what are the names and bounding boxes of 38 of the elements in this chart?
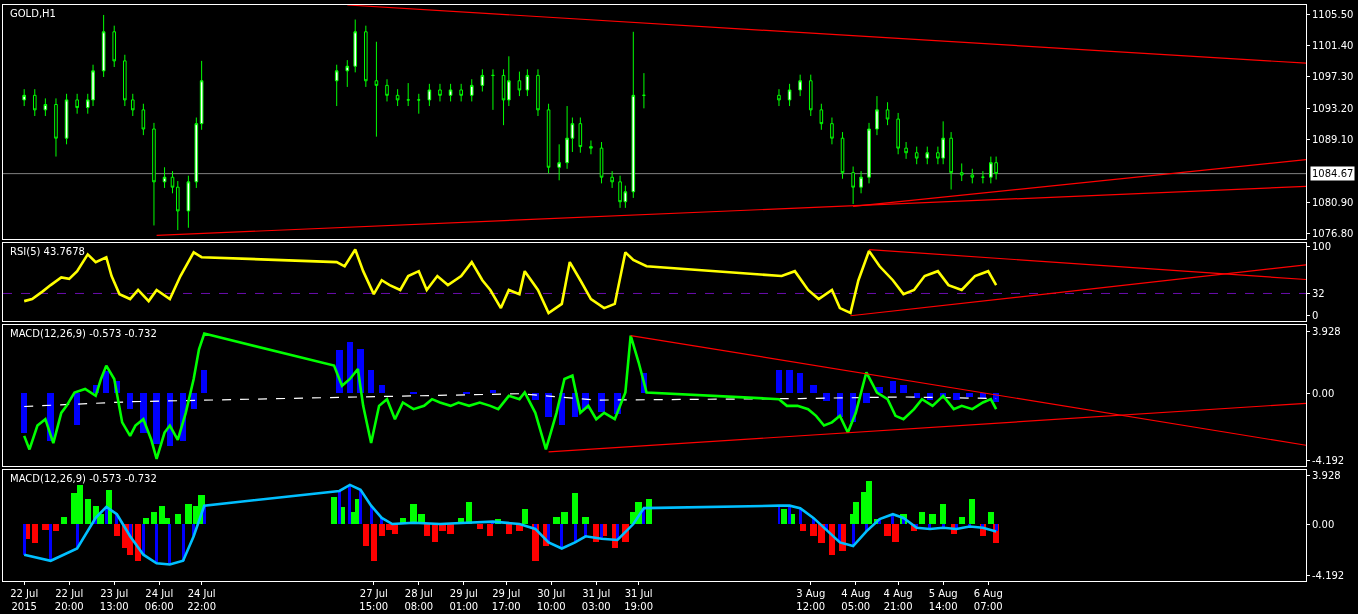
y-tick-label: 0.00	[1312, 388, 1335, 400]
chart-title: MACD(12,26,9) -0.573 -0.732	[10, 328, 157, 339]
x-tick-label: 3 Aug 12:00	[796, 588, 826, 612]
x-tick-label: 4 Aug 21:00	[883, 588, 913, 612]
y-tick-label: 100	[1312, 240, 1332, 252]
chart-title: RSI(5) 43.7678	[10, 246, 85, 257]
x-tick-label: 5 Aug 14:00	[928, 588, 958, 612]
x-tick-label: 31 Jul 19:00	[624, 588, 654, 612]
y-tick-label: -4.192	[1312, 569, 1345, 581]
ref-line-label: 1084.67	[1312, 168, 1354, 179]
x-tick-label: 28 Jul 08:00	[404, 588, 434, 612]
x-tick-label: 31 Jul 03:00	[581, 588, 611, 612]
y-tick-label: 1097.30	[1312, 71, 1354, 83]
y-tick-label: 32	[1312, 287, 1325, 299]
y-tick-label: 1093.20	[1312, 102, 1354, 114]
x-tick-label: 4 Aug 05:00	[841, 588, 871, 612]
y-tick-label: 0	[1312, 310, 1319, 322]
y-tick-label: 1089.10	[1312, 134, 1354, 146]
y-tick-label: 1105.50	[1312, 8, 1354, 20]
x-tick-label: 24 Jul 06:00	[144, 588, 174, 612]
y-tick-label: 3.928	[1312, 325, 1341, 337]
x-tick-label: 22 Jul 20:00	[54, 588, 84, 612]
x-tick-label: 6 Aug 07:00	[973, 588, 1003, 612]
chart-title: GOLD,H1	[10, 8, 56, 19]
x-tick-label: 22 Jul 2015	[10, 588, 39, 612]
x-tick-label: 27 Jul 15:00	[359, 588, 389, 612]
x-tick-label: 30 Jul 10:00	[536, 588, 566, 612]
x-tick-label: 24 Jul 22:00	[187, 588, 217, 612]
y-tick-label: -4.192	[1312, 454, 1345, 466]
y-tick-label: 3.928	[1312, 470, 1341, 482]
y-tick-label: 1076.80	[1312, 228, 1354, 240]
x-tick-label: 29 Jul 17:00	[491, 588, 521, 612]
x-tick-label: 29 Jul 01:00	[449, 588, 479, 612]
chart-title: MACD(12,26,9) -0.573 -0.732	[10, 473, 157, 484]
y-tick-label: 1101.40	[1312, 40, 1354, 52]
x-tick-label: 23 Jul 13:00	[99, 588, 129, 612]
y-tick-label: 1080.90	[1312, 196, 1354, 208]
y-tick-label: 0.00	[1312, 518, 1335, 530]
